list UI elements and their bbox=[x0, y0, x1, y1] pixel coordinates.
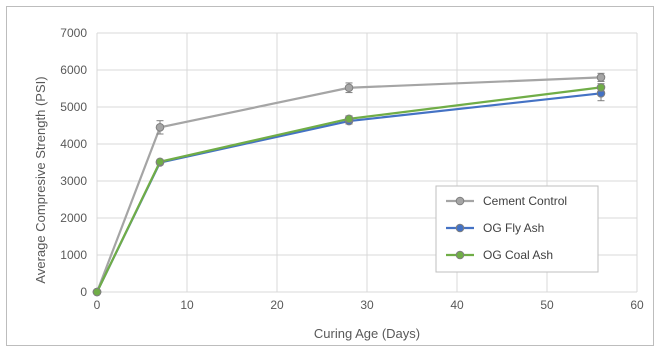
data-point bbox=[155, 123, 165, 132]
legend-label: Cement Control bbox=[483, 194, 567, 208]
y-tick-labels: 0 1000 2000 3000 4000 5000 6000 7000 bbox=[60, 26, 87, 299]
y-tick-label: 3000 bbox=[60, 174, 87, 188]
series-og-coal-ash bbox=[92, 83, 606, 297]
y-tick-label: 1000 bbox=[60, 248, 87, 262]
legend-label: OG Coal Ash bbox=[483, 248, 553, 262]
y-tick-label: 5000 bbox=[60, 100, 87, 114]
data-point bbox=[344, 114, 354, 124]
y-tick-label: 0 bbox=[80, 285, 87, 299]
data-point bbox=[344, 83, 354, 93]
series-line bbox=[96, 86, 602, 293]
legend-items: Cement Control OG Fly Ash OG Coal Ash bbox=[446, 194, 567, 262]
x-tick-label: 20 bbox=[270, 298, 284, 312]
series-layer bbox=[92, 72, 606, 297]
legend-marker bbox=[455, 223, 465, 233]
chart-frame bbox=[6, 6, 654, 346]
data-point bbox=[596, 73, 606, 82]
x-tick-label: 60 bbox=[630, 298, 644, 312]
legend-entry: Cement Control bbox=[446, 194, 567, 208]
x-tick-label: 50 bbox=[540, 298, 554, 312]
data-point bbox=[155, 157, 165, 167]
legend-marker bbox=[455, 196, 465, 206]
data-point bbox=[596, 83, 606, 92]
legend-label: OG Fly Ash bbox=[483, 221, 544, 235]
y-tick-label: 6000 bbox=[60, 63, 87, 77]
y-tick-label: 4000 bbox=[60, 137, 87, 151]
x-tick-label: 0 bbox=[94, 298, 101, 312]
legend-marker bbox=[455, 250, 465, 260]
x-axis-title: Curing Age (Days) bbox=[314, 326, 420, 341]
y-tick-label: 7000 bbox=[60, 26, 87, 40]
x-tick-label: 30 bbox=[360, 298, 374, 312]
legend-entry: OG Coal Ash bbox=[446, 248, 553, 262]
x-tick-labels: 0 10 20 30 40 50 60 bbox=[94, 298, 644, 312]
x-tick-label: 10 bbox=[180, 298, 194, 312]
y-tick-label: 2000 bbox=[60, 211, 87, 225]
x-tick-label: 40 bbox=[450, 298, 464, 312]
legend-entry: OG Fly Ash bbox=[446, 221, 544, 235]
data-point bbox=[92, 287, 102, 297]
series-line bbox=[95, 76, 602, 293]
legend: Cement Control OG Fly Ash OG Coal Ash bbox=[435, 185, 599, 273]
y-axis-title: Average Compresive Strength (PSI) bbox=[33, 76, 48, 283]
gridlines bbox=[96, 32, 638, 293]
